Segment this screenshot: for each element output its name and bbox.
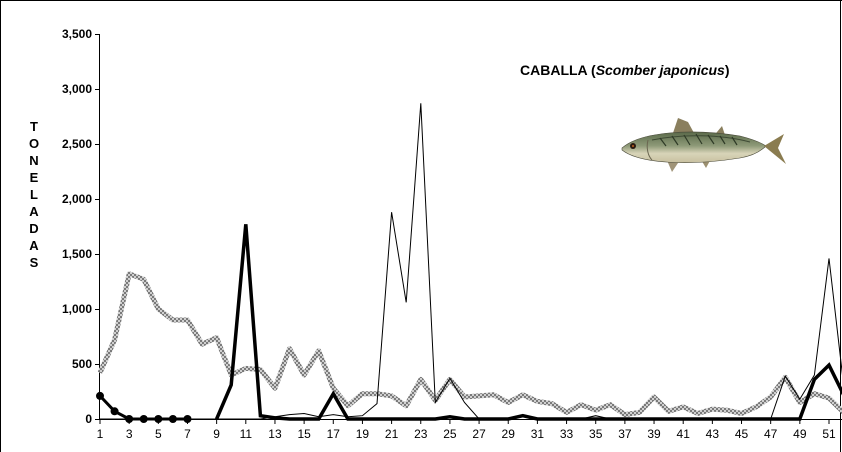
x-tick-label: 3: [126, 427, 133, 441]
x-tick-label: 9: [213, 427, 220, 441]
series-line-gray: [97, 271, 842, 418]
y-tick-label: 1,500: [62, 247, 92, 261]
x-tick-label: 43: [706, 427, 720, 441]
y-axis-label-letter: L: [30, 187, 38, 202]
series-point-dot: [139, 415, 148, 423]
x-tick-label: 5: [155, 427, 162, 441]
y-tick-label: 500: [72, 357, 92, 371]
y-tick-label: 1,000: [62, 302, 92, 316]
series-layer: [96, 103, 842, 423]
chart-title-species: Scomber japonicus: [595, 62, 725, 78]
x-tick-label: 21: [385, 427, 399, 441]
frame-left-border: [0, 0, 1, 452]
y-tick-label: 3,000: [62, 82, 92, 96]
x-tick-label: 1: [97, 427, 104, 441]
x-tick-label: 25: [443, 427, 457, 441]
x-tick-label: 49: [793, 427, 807, 441]
x-tick-label: 35: [589, 427, 603, 441]
y-tick-label: 3,500: [62, 27, 92, 41]
y-axis-label-letter: E: [29, 170, 39, 185]
series-point-dot: [154, 415, 163, 423]
series-point-dot: [125, 415, 134, 423]
y-axis-label-letter: A: [29, 238, 39, 253]
x-tick-label: 51: [822, 427, 836, 441]
x-tick-label: 13: [268, 427, 282, 441]
x-tick-label: 47: [764, 427, 778, 441]
x-tick-label: 7: [184, 427, 191, 441]
x-tick-label: 27: [472, 427, 486, 441]
y-axis-label-letter: A: [29, 204, 39, 219]
series-point-dot: [183, 415, 192, 423]
y-axis-label-letter: N: [29, 153, 39, 168]
mackerel-fish-illustration: [621, 118, 786, 172]
x-tick-label: 11: [240, 427, 253, 441]
y-tick-label: 0: [85, 412, 92, 426]
x-tick-label: 15: [297, 427, 311, 441]
x-tick-label: 41: [677, 427, 691, 441]
frame-right-border: [840, 0, 841, 452]
series-point-dot: [110, 407, 119, 416]
series-point-dot: [96, 391, 104, 400]
x-tick-label: 39: [647, 427, 661, 441]
x-tick-label: 19: [356, 427, 370, 441]
y-axis-label-letter: S: [29, 255, 39, 270]
y-tick-label: 2,000: [62, 192, 92, 206]
y-axis-label-letter: O: [28, 136, 40, 151]
x-tick-label: 45: [735, 427, 749, 441]
x-axis-ticks: 1 3 5 7 9 11 13 15 17 19 21 23 25 27 29 31 33 35 37 39 41 43 4…: [97, 419, 836, 441]
chart-title: CABALLA (Scomber japonicus): [520, 62, 730, 78]
series-line-thick-black: [214, 224, 842, 421]
x-tick-label: 17: [327, 427, 341, 441]
y-axis-label-letter: T: [30, 119, 38, 134]
x-tick-label: 31: [531, 427, 545, 441]
x-tick-label: 29: [502, 427, 516, 441]
y-tick-label: 2,500: [62, 137, 92, 151]
x-tick-label: 33: [560, 427, 574, 441]
y-axis-ticks: 0 500 1,000 1,500 2,000 2,500 3,000 3,500: [62, 27, 100, 426]
x-tick-label: 23: [414, 427, 428, 441]
y-axis-label-letter: D: [29, 221, 39, 236]
x-tick-label: 37: [618, 427, 632, 441]
series-point-dot: [168, 415, 177, 423]
frame-top-border: [0, 0, 842, 1]
